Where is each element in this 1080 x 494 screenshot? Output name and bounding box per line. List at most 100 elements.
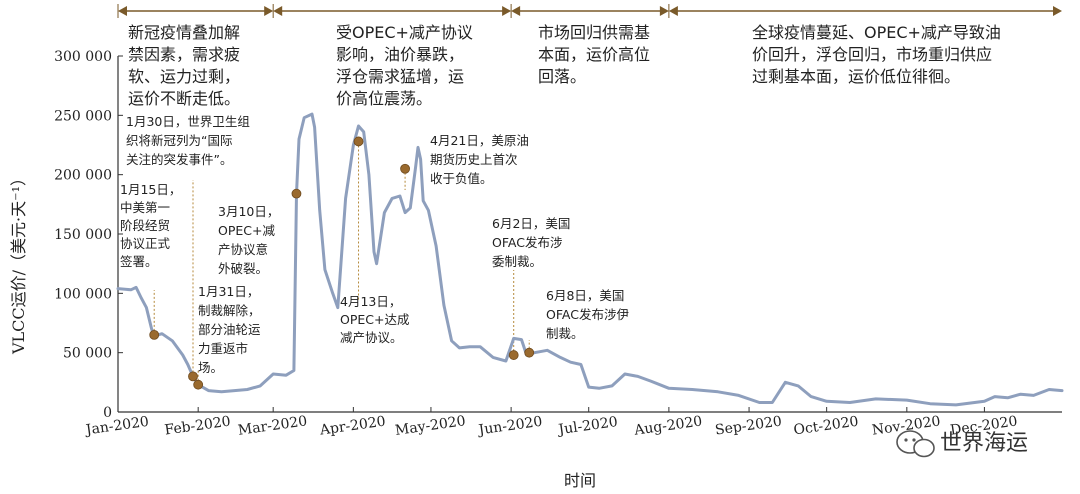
x-tick-label: Aug-2020 [632, 413, 703, 439]
annotation-text-line: 委制裁。 [492, 254, 542, 269]
phase-text-line: 禁因素，需求疲 [128, 45, 240, 64]
phase-text-line: 过剩基本面，运价低位徘徊。 [752, 67, 960, 86]
event-marker-5 [353, 136, 364, 147]
annotation-text-line: 织将新冠列为“国际 [126, 133, 232, 148]
event-marker-6 [400, 163, 410, 174]
phase-4: 全球疫情蔓延、OPEC+减产导致油价回升，浮仓回归，市场重归供应过剩基本面，运价… [668, 4, 1062, 86]
phase-arrow-right [659, 6, 669, 16]
annotation-text-line: 1月30日，世界卫生组 [126, 114, 250, 129]
annotation-text-line: 4月21日，美原油 [430, 133, 529, 148]
x-axis-title: 时间 [564, 471, 596, 490]
annotation-text-line: 3月10日， [218, 204, 279, 219]
annotation-text-line: OPEC+达成 [340, 312, 409, 327]
x-tick-label: Nov-2020 [871, 413, 942, 438]
series-layer [116, 112, 1064, 407]
y-tick-label: 150 000 [54, 227, 112, 243]
phase-text-line: 价回升，浮仓回归，市场重归供应 [752, 45, 992, 64]
x-tick-label: Jun-2020 [476, 414, 544, 439]
x-tick-label: Mar-2020 [237, 413, 308, 439]
phase-text-line: 市场回归供需基 [538, 23, 650, 42]
y-tick-label: 300 000 [54, 49, 112, 65]
phase-text-line: 受OPEC+减产协议 [336, 23, 473, 42]
annotation-text-line: 中美第一 [120, 200, 170, 215]
y-axis-title: VLCC运价/（美元·天⁻¹） [9, 170, 28, 355]
annotation-text-line: 减产协议。 [340, 330, 403, 345]
x-tick-label: Apr-2020 [318, 414, 387, 439]
annotation-text-line: 场。 [198, 360, 223, 375]
annotation-text-line: 产协议意 [218, 242, 268, 257]
annotation-text-line: 1月31日， [198, 284, 259, 299]
phase-text-line: 全球疫情蔓延、OPEC+减产导致油 [752, 23, 1001, 42]
y-tick-label: 0 [103, 405, 112, 421]
annotation-text-line: OFAC发布涉 [492, 235, 562, 250]
annotation-text-line: 外破裂。 [218, 261, 268, 276]
phase-text-line: 浮仓需求猛增，运 [336, 67, 464, 86]
x-tick-label: Sep-2020 [714, 413, 783, 438]
x-tick-label: Oct-2020 [793, 414, 860, 439]
annotation-text-line: 制裁。 [546, 326, 584, 341]
x-tick-label: Jul-2020 [556, 414, 619, 438]
annotation-text-line: 阶段经贸 [120, 218, 170, 233]
phase-arrow-left [511, 6, 521, 16]
event-markers [149, 136, 535, 390]
event-marker-3 [193, 379, 204, 390]
annotation-text-line: 签署。 [120, 254, 158, 269]
annotation-text-line: 关注的突发事件”。 [126, 152, 232, 167]
phase-arrow-left [668, 6, 678, 16]
phase-text-line: 软、运力过剩， [128, 67, 240, 86]
phase-arrow-left [273, 6, 283, 16]
x-tick-label: Feb-2020 [164, 413, 232, 438]
x-tick-label: May-2020 [394, 413, 466, 439]
annotation-text-line: 6月8日，美国 [546, 288, 624, 303]
series-line-1 [116, 112, 1064, 407]
annotation-text-line: 力重返市 [198, 341, 248, 356]
phase-arrow-left [118, 6, 127, 16]
wechat-bubble-icon [896, 430, 935, 458]
annotation-text-line: 制裁解除， [198, 303, 261, 318]
annotation-text-line: 1月15日， [120, 182, 181, 197]
annotation-text-line: 协议正式 [120, 236, 171, 251]
annotation-text-line: 6月2日，美国 [492, 216, 570, 231]
annotation-text-line: OPEC+减 [218, 223, 275, 238]
y-tick-label: 250 000 [54, 108, 112, 124]
phase-arrow-right [1053, 6, 1062, 16]
event-marker-2 [188, 371, 198, 382]
phase-text-line: 回落。 [538, 67, 586, 86]
annotation-text-line: OFAC发布涉伊 [546, 307, 629, 322]
phase-text-line: 新冠疫情叠加解 [128, 23, 240, 42]
y-tick-label: 200 000 [54, 168, 112, 184]
annotation-text-line: 4月13日， [340, 294, 401, 309]
x-tick-label: Jan-2020 [83, 414, 150, 439]
event-marker-4 [291, 188, 302, 199]
y-tick-label: 100 000 [54, 286, 112, 302]
phase-text-line: 运价不断走低。 [128, 89, 240, 108]
watermark: 世界海运 [896, 430, 1028, 458]
phase-text-line: 价高位震荡。 [336, 89, 432, 108]
annotation-text-line: 收于负值。 [430, 171, 493, 186]
annotation-text-line: 期货历史上首次 [430, 152, 518, 167]
phase-arrow-right [502, 6, 512, 16]
event-marker-1 [149, 329, 160, 340]
event-marker-8 [524, 347, 535, 358]
watermark-text: 世界海运 [940, 431, 1028, 456]
y-tick-label: 50 000 [63, 346, 112, 362]
phase-text-line: 影响，油价暴跌， [336, 45, 464, 64]
annotation-text-line: 部分油轮运 [198, 322, 261, 337]
event-marker-7 [508, 350, 519, 360]
axes: 0 50 000 100 000 150 000 200 000 250 000 300 0… [54, 49, 1062, 439]
phase-text-line: 本面，运价高位 [538, 45, 650, 64]
